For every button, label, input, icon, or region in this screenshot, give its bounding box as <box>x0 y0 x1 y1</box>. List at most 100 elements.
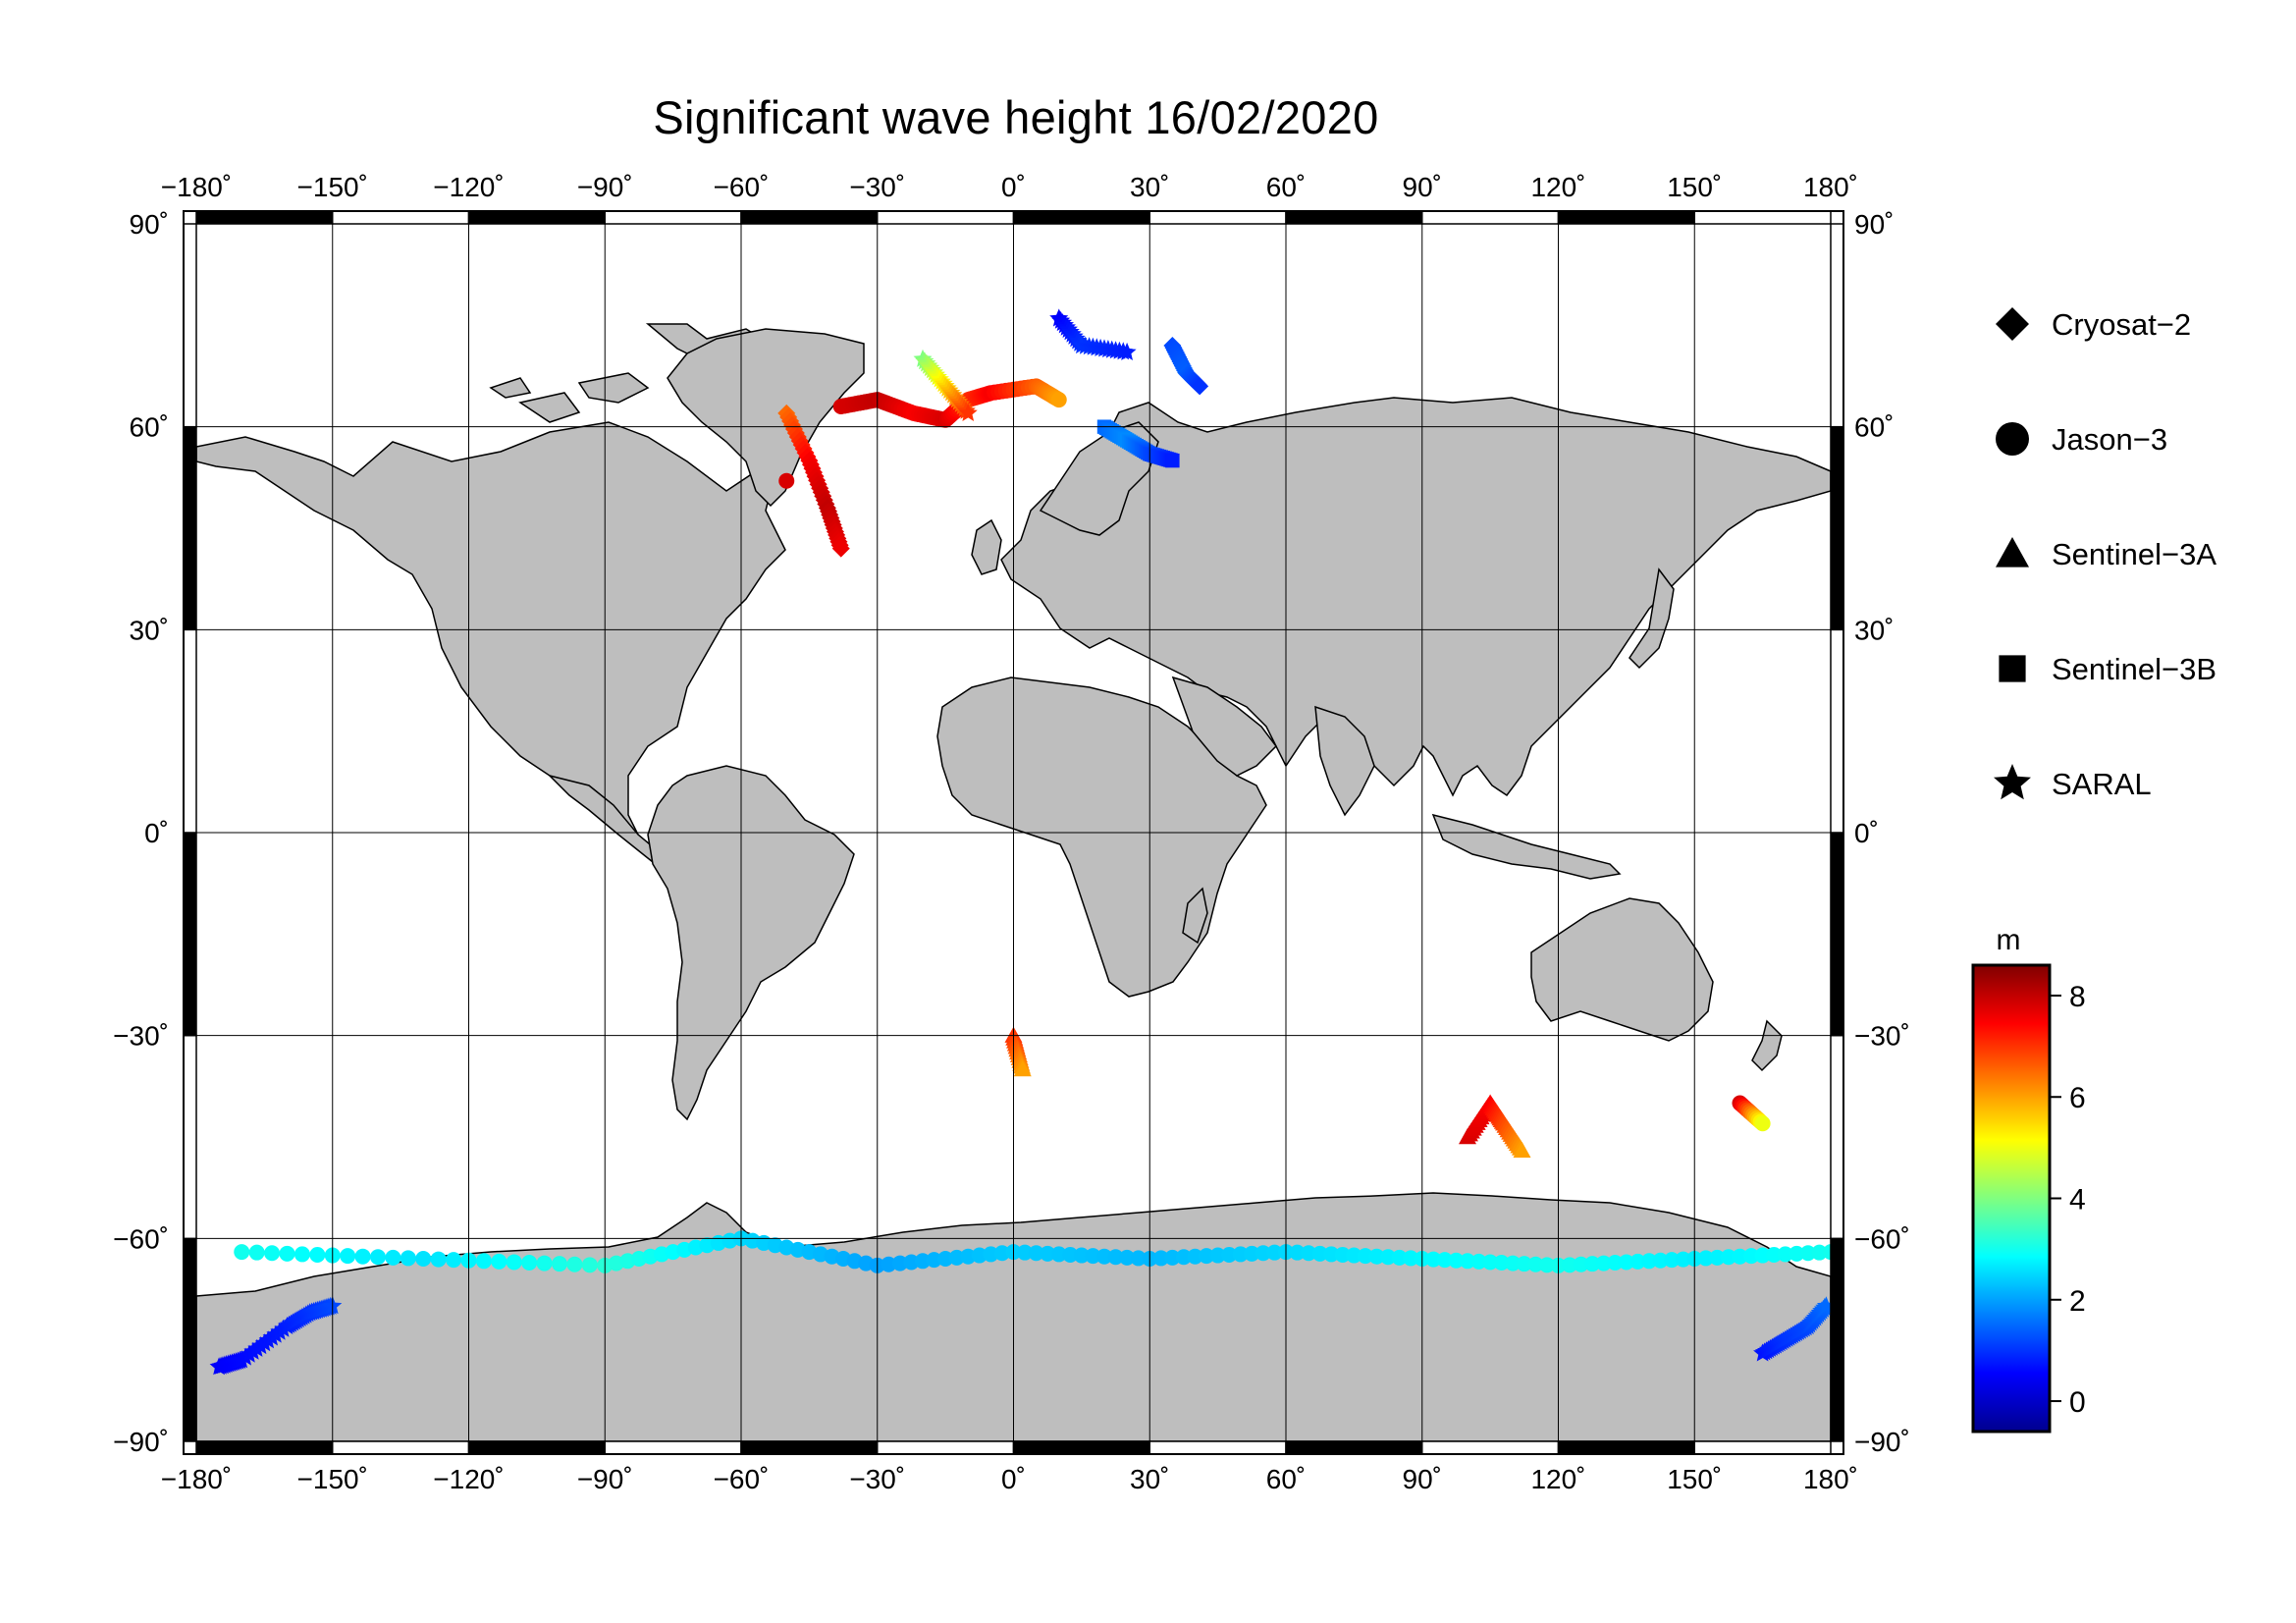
colorbar-gradient <box>1973 965 2050 1432</box>
colorbar: m 8 6 4 2 0 <box>1973 924 2086 1432</box>
frame-bar-top <box>741 211 878 224</box>
lon-label-top: 180˚ <box>1803 172 1858 202</box>
track-point <box>537 1256 553 1271</box>
colorbar-tick-label: 0 <box>2069 1386 2086 1419</box>
frame-bar-top <box>469 211 606 224</box>
track-point <box>507 1254 522 1270</box>
lat-label-left: 90˚ <box>130 209 169 240</box>
track-point <box>264 1245 280 1261</box>
track-point <box>566 1257 582 1272</box>
frame-bar-right <box>1831 224 1843 427</box>
track-point <box>582 1257 598 1272</box>
lon-label-top: −60˚ <box>714 172 770 202</box>
frame-bar-left <box>184 427 196 630</box>
frame-bar-top <box>1559 211 1695 224</box>
lon-label-bottom: −120˚ <box>433 1464 504 1494</box>
track-point <box>446 1252 461 1268</box>
frame-bar-bottom <box>333 1441 469 1454</box>
frame-bar-bottom <box>605 1441 741 1454</box>
track-point <box>476 1253 492 1269</box>
lat-label-left: −60˚ <box>113 1223 169 1254</box>
track-point <box>1755 1115 1771 1131</box>
lon-label-top: 150˚ <box>1667 172 1722 202</box>
frame-bar-right <box>1831 833 1843 1036</box>
lat-label-left: 30˚ <box>130 615 169 645</box>
colorbar-tick-label: 6 <box>2069 1082 2086 1114</box>
lon-label-bottom: −30˚ <box>849 1464 905 1494</box>
colorbar-tick-label: 4 <box>2069 1184 2086 1217</box>
lon-label-bottom: 60˚ <box>1266 1464 1306 1494</box>
lon-label-top: 0˚ <box>1001 172 1026 202</box>
frame-bar-top <box>1694 211 1831 224</box>
frame-bar-bottom <box>1014 1441 1150 1454</box>
legend-symbol-triangle-icon <box>1996 537 2029 568</box>
frame-bar-left <box>184 1238 196 1441</box>
lon-label-top: −30˚ <box>849 172 905 202</box>
legend-label: Sentinel−3A <box>2052 537 2216 571</box>
track-point <box>552 1256 567 1271</box>
lon-label-top: 60˚ <box>1266 172 1306 202</box>
track-point <box>309 1247 325 1263</box>
frame-bar-left <box>184 629 196 833</box>
lon-label-bottom: 30˚ <box>1130 1464 1169 1494</box>
legend-label: SARAL <box>2052 767 2152 801</box>
frame-bar-bottom <box>878 1441 1014 1454</box>
lon-label-top: −90˚ <box>577 172 633 202</box>
frame-bar-bottom <box>1422 1441 1559 1454</box>
frame-bar-right <box>1831 1238 1843 1441</box>
legend: Cryosat−2 Jason−3 Sentinel−3A Sentinel−3B SA… <box>1994 307 2216 801</box>
frame-bar-top <box>1422 211 1559 224</box>
legend-label: Jason−3 <box>2052 422 2167 457</box>
lat-label-left: −30˚ <box>113 1021 169 1052</box>
lat-label-right: −30˚ <box>1854 1021 1910 1052</box>
lat-label-right: 60˚ <box>1854 412 1894 443</box>
frame-bar-bottom <box>196 1441 333 1454</box>
lon-label-bottom: −180˚ <box>161 1464 232 1494</box>
track-point <box>431 1252 447 1268</box>
lon-label-top: −120˚ <box>433 172 504 202</box>
track-point <box>340 1248 355 1264</box>
frame-bar-left <box>184 1036 196 1239</box>
frame-bar-bottom <box>1694 1441 1831 1454</box>
lat-label-right: 90˚ <box>1854 209 1894 240</box>
track-point <box>1051 392 1067 407</box>
legend-symbol-diamond-icon <box>1996 307 2029 341</box>
track-point <box>521 1255 537 1271</box>
lon-label-top: −150˚ <box>297 172 368 202</box>
track-point <box>1165 454 1179 467</box>
lon-label-bottom: 120˚ <box>1530 1464 1585 1494</box>
track-point <box>370 1249 386 1265</box>
lon-label-bottom: −90˚ <box>577 1464 633 1494</box>
frame-bar-top <box>333 211 469 224</box>
colorbar-unit-label: m <box>1997 924 2021 956</box>
lon-label-top: 30˚ <box>1130 172 1169 202</box>
frame-bar-left <box>184 224 196 427</box>
frame-bar-right <box>1831 1036 1843 1239</box>
legend-label: Cryosat−2 <box>2052 307 2191 342</box>
frame-bar-top <box>878 211 1014 224</box>
legend-symbol-circle-icon <box>1996 422 2029 456</box>
lon-label-bottom: 0˚ <box>1001 1464 1026 1494</box>
lat-label-right: −90˚ <box>1854 1427 1910 1457</box>
frame-bar-top <box>196 211 333 224</box>
track-point <box>234 1244 249 1260</box>
lat-label-left: −90˚ <box>113 1427 169 1457</box>
lon-label-bottom: −60˚ <box>714 1464 770 1494</box>
lon-label-bottom: 90˚ <box>1403 1464 1442 1494</box>
lat-label-right: −60˚ <box>1854 1223 1910 1254</box>
frame-bar-bottom <box>1149 1441 1286 1454</box>
track-point <box>355 1249 371 1265</box>
frame-bar-bottom <box>469 1441 606 1454</box>
track-point <box>280 1246 295 1262</box>
lat-label-left: 0˚ <box>144 818 169 848</box>
legend-label: Sentinel−3B <box>2052 652 2216 686</box>
lat-label-left: 60˚ <box>130 412 169 443</box>
frame-bar-right <box>1831 629 1843 833</box>
lat-label-right: 30˚ <box>1854 615 1894 645</box>
frame-bar-bottom <box>1286 1441 1422 1454</box>
colorbar-tick-label: 8 <box>2069 981 2086 1013</box>
lon-label-bottom: 180˚ <box>1803 1464 1858 1494</box>
track-point <box>400 1250 416 1266</box>
frame-bar-top <box>1286 211 1422 224</box>
